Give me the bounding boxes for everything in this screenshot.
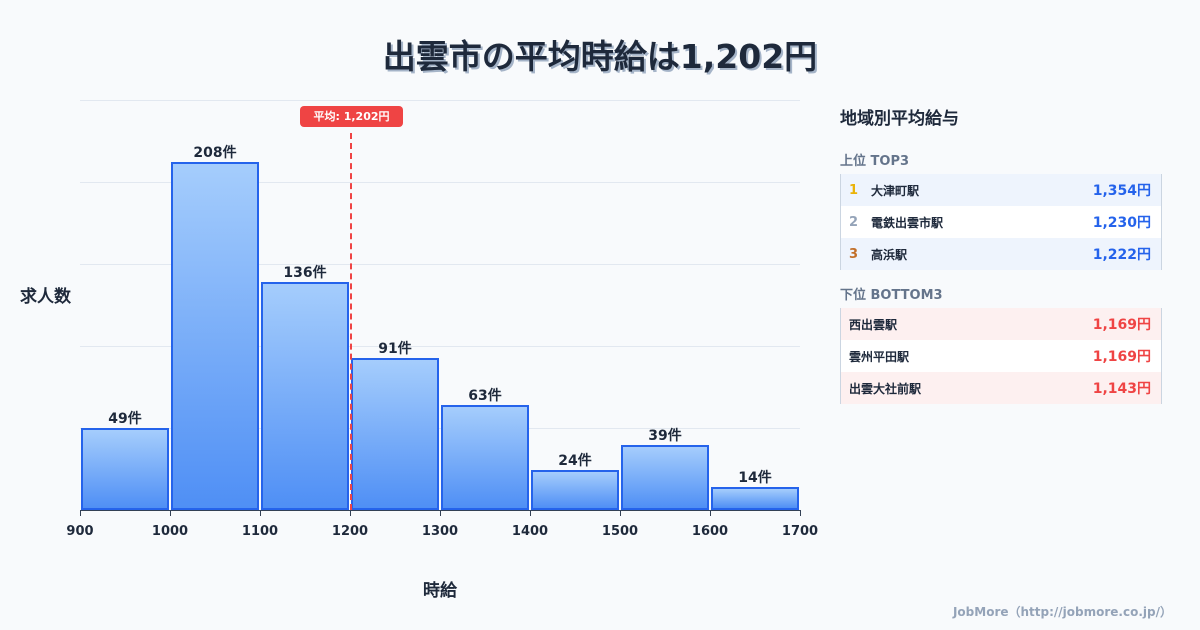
x-axis-label: 時給	[423, 581, 457, 601]
x-tick	[80, 510, 81, 516]
station-wage: 1,169円	[1092, 317, 1151, 333]
x-tick	[440, 510, 441, 516]
x-tick	[260, 510, 261, 516]
rank-number: 3	[849, 246, 859, 262]
station-name: 雲州平田駅	[849, 349, 910, 364]
bar-value-label: 14件	[738, 469, 772, 486]
histogram-bar	[81, 428, 169, 510]
bar-value-label: 91件	[378, 340, 412, 357]
x-tick	[350, 510, 351, 516]
regional-salary-panel: 地域別平均給与 上位 TOP3 1 大津町駅 1,354円 2 電鉄出雲市駅 1…	[840, 100, 1162, 404]
rank-number: 2	[849, 214, 859, 230]
histogram-bar	[351, 357, 439, 510]
x-tick-label: 1300	[421, 524, 459, 539]
histogram-bar	[711, 486, 799, 510]
mean-line	[350, 133, 352, 510]
x-tick-label: 900	[66, 524, 94, 539]
bottom3-list: 西出雲駅 1,169円 雲州平田駅 1,169円 出雲大社前駅 1,143円	[840, 308, 1162, 404]
x-tick-label: 1600	[691, 524, 729, 539]
top3-list: 1 大津町駅 1,354円 2 電鉄出雲市駅 1,230円 3 高浜駅 1,22…	[840, 174, 1162, 270]
x-tick-label: 1400	[511, 524, 549, 539]
x-tick-label: 1200	[331, 524, 369, 539]
station-name: 西出雲駅	[849, 317, 898, 332]
gridline	[80, 428, 800, 429]
mean-badge: 平均: 1,202円	[300, 106, 403, 127]
x-tick	[710, 510, 711, 516]
gridline	[80, 264, 800, 265]
gridline	[80, 182, 800, 183]
station-wage: 1,222円	[1092, 247, 1151, 263]
list-item: 1 大津町駅 1,354円	[841, 174, 1161, 206]
station-wage: 1,143円	[1092, 381, 1151, 397]
histogram-bar	[261, 282, 349, 510]
histogram-bar	[171, 161, 259, 510]
x-tick-label: 1500	[601, 524, 639, 539]
bottom3-title: 下位 BOTTOM3	[840, 288, 943, 303]
top3-title: 上位 TOP3	[840, 154, 910, 169]
rank-number: 1	[849, 182, 859, 198]
histogram-bar	[441, 404, 529, 510]
histogram-chart: 49件 208件 136件 91件 63件 24件 39件 14件 900 1000 1100 12…	[20, 100, 819, 601]
bar-value-label: 24件	[558, 452, 592, 469]
station-name: 電鉄出雲市駅	[871, 215, 944, 230]
x-tick	[170, 510, 171, 516]
histogram-bar	[621, 444, 709, 510]
x-tick-label: 1700	[781, 524, 819, 539]
page-title: 出雲市の平均時給は1,202円	[382, 37, 818, 76]
x-axis-line	[80, 510, 800, 511]
gridline	[80, 346, 800, 347]
list-item: 出雲大社前駅 1,143円	[841, 372, 1161, 404]
station-name: 大津町駅	[871, 183, 920, 198]
bar-value-label: 136件	[283, 265, 327, 282]
x-tick-label: 1100	[241, 524, 279, 539]
list-item: 3 高浜駅 1,222円	[841, 238, 1161, 270]
list-item: 2 電鉄出雲市駅 1,230円	[841, 206, 1161, 238]
bar-value-label: 63件	[468, 387, 502, 404]
x-tick-label: 1000	[151, 524, 189, 539]
panel-title: 地域別平均給与	[840, 109, 959, 129]
x-tick	[620, 510, 621, 516]
bar-value-label: 39件	[648, 427, 682, 444]
source-credit: JobMore（http://jobmore.co.jp/）	[952, 605, 1172, 619]
station-name: 高浜駅	[871, 247, 908, 262]
station-name: 出雲大社前駅	[849, 381, 922, 396]
x-tick	[530, 510, 531, 516]
gridline	[80, 100, 800, 101]
histogram-bar	[531, 469, 619, 510]
bar-value-label: 49件	[108, 411, 142, 427]
x-tick	[800, 510, 801, 516]
station-wage: 1,169円	[1092, 349, 1151, 365]
station-wage: 1,354円	[1092, 183, 1151, 199]
list-item: 雲州平田駅 1,169円	[841, 340, 1161, 372]
station-wage: 1,230円	[1092, 215, 1151, 231]
y-axis-label: 求人数	[20, 287, 71, 307]
bar-value-label: 208件	[193, 144, 237, 161]
list-item: 西出雲駅 1,169円	[841, 308, 1161, 340]
